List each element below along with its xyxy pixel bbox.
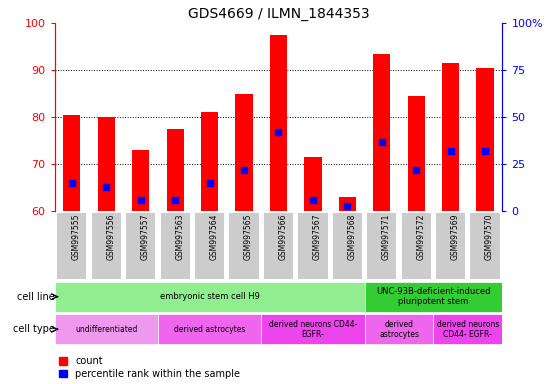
Bar: [63, 115, 80, 211]
Point: [136, 197, 145, 203]
FancyBboxPatch shape: [229, 213, 259, 279]
Text: derived
astrocytes: derived astrocytes: [379, 319, 419, 339]
FancyBboxPatch shape: [55, 314, 158, 344]
Text: GSM997571: GSM997571: [382, 213, 391, 260]
Text: embryonic stem cell H9: embryonic stem cell H9: [159, 292, 259, 301]
Bar: [408, 96, 425, 211]
Point: [446, 148, 455, 154]
Text: GSM997565: GSM997565: [244, 213, 253, 260]
Text: GSM997555: GSM997555: [72, 213, 81, 260]
Text: GSM997569: GSM997569: [450, 213, 460, 260]
FancyBboxPatch shape: [436, 213, 465, 279]
FancyBboxPatch shape: [161, 213, 190, 279]
Text: GSM997564: GSM997564: [210, 213, 218, 260]
Point: [377, 139, 386, 145]
Point: [205, 180, 214, 186]
FancyBboxPatch shape: [57, 213, 86, 279]
Bar: [98, 117, 115, 211]
FancyBboxPatch shape: [158, 314, 261, 344]
FancyBboxPatch shape: [367, 213, 396, 279]
Text: GSM997556: GSM997556: [106, 213, 115, 260]
Point: [102, 184, 111, 190]
Bar: [339, 197, 356, 211]
Point: [308, 197, 317, 203]
Point: [274, 129, 283, 135]
Text: GSM997563: GSM997563: [175, 213, 184, 260]
Bar: [235, 94, 253, 211]
Bar: [270, 35, 287, 211]
FancyBboxPatch shape: [471, 213, 500, 279]
Bar: [477, 68, 494, 211]
Legend: count, percentile rank within the sample: count, percentile rank within the sample: [60, 356, 240, 379]
FancyBboxPatch shape: [298, 213, 328, 279]
FancyBboxPatch shape: [333, 213, 362, 279]
Text: derived neurons
CD44- EGFR-: derived neurons CD44- EGFR-: [437, 319, 499, 339]
FancyBboxPatch shape: [195, 213, 224, 279]
Point: [480, 148, 489, 154]
Text: GSM997570: GSM997570: [485, 213, 494, 260]
Text: derived neurons CD44-
EGFR-: derived neurons CD44- EGFR-: [269, 319, 357, 339]
Point: [68, 180, 76, 186]
Bar: [167, 129, 184, 211]
Text: GSM997566: GSM997566: [278, 213, 287, 260]
Bar: [304, 157, 322, 211]
Text: derived astrocytes: derived astrocytes: [174, 325, 245, 334]
Point: [343, 202, 352, 209]
Bar: [373, 54, 390, 211]
Bar: [201, 113, 218, 211]
Text: cell type: cell type: [13, 324, 55, 334]
FancyBboxPatch shape: [434, 314, 502, 344]
Text: GSM997568: GSM997568: [347, 213, 357, 260]
Text: GSM997557: GSM997557: [141, 213, 150, 260]
Point: [171, 197, 180, 203]
FancyBboxPatch shape: [264, 213, 293, 279]
FancyBboxPatch shape: [92, 213, 121, 279]
Point: [240, 167, 248, 173]
Text: cell line: cell line: [17, 291, 55, 302]
FancyBboxPatch shape: [126, 213, 156, 279]
FancyBboxPatch shape: [55, 281, 365, 312]
Text: undifferentiated: undifferentiated: [75, 325, 138, 334]
FancyBboxPatch shape: [261, 314, 365, 344]
Text: UNC-93B-deficient-induced
pluripotent stem: UNC-93B-deficient-induced pluripotent st…: [376, 287, 491, 306]
Title: GDS4669 / ILMN_1844353: GDS4669 / ILMN_1844353: [188, 7, 369, 21]
Bar: [442, 63, 459, 211]
Bar: [132, 150, 149, 211]
FancyBboxPatch shape: [402, 213, 431, 279]
Text: GSM997567: GSM997567: [313, 213, 322, 260]
Text: GSM997572: GSM997572: [416, 213, 425, 260]
FancyBboxPatch shape: [365, 281, 502, 312]
FancyBboxPatch shape: [365, 314, 434, 344]
Point: [412, 167, 420, 173]
